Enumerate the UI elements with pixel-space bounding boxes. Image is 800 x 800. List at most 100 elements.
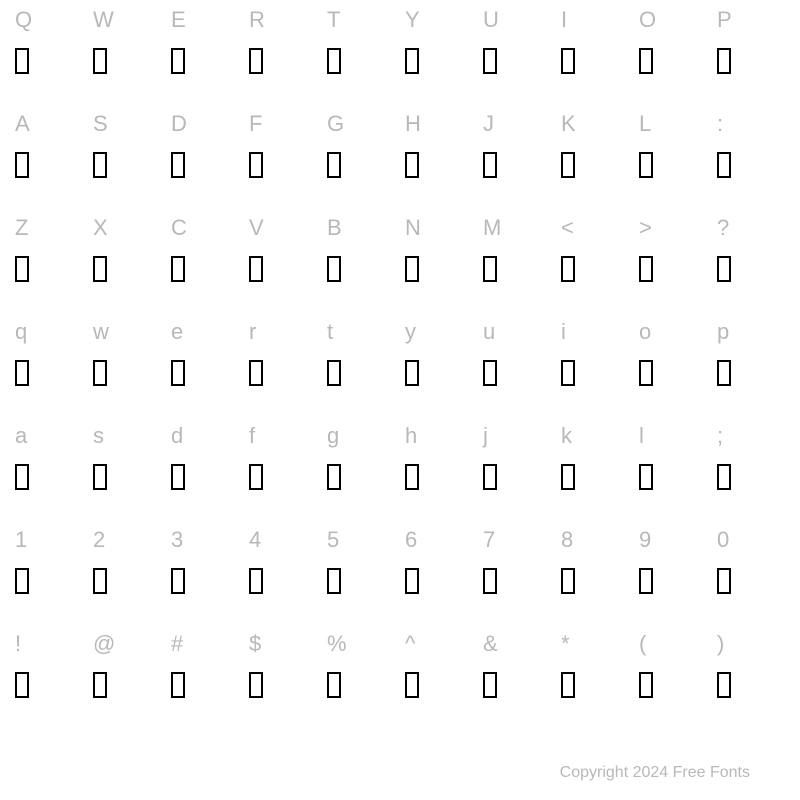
glyph-label: H: [405, 104, 421, 144]
glyph-cell: d: [166, 416, 244, 520]
glyph-cell: h: [400, 416, 478, 520]
glyph-label: C: [171, 208, 187, 248]
glyph-box: [249, 672, 263, 698]
glyph-label: %: [327, 624, 347, 664]
glyph-box: [93, 360, 107, 386]
glyph-cell: U: [478, 0, 556, 104]
glyph-box: [93, 568, 107, 594]
glyph-label: &: [483, 624, 498, 664]
glyph-box: [561, 256, 575, 282]
glyph-label: Y: [405, 0, 420, 40]
glyph-box: [717, 256, 731, 282]
glyph-label: u: [483, 312, 495, 352]
glyph-cell: M: [478, 208, 556, 312]
glyph-label: d: [171, 416, 183, 456]
glyph-label: I: [561, 0, 567, 40]
glyph-box: [483, 568, 497, 594]
glyph-box: [171, 48, 185, 74]
glyph-label: ?: [717, 208, 729, 248]
glyph-label: 9: [639, 520, 651, 560]
glyph-cell: j: [478, 416, 556, 520]
glyph-cell: L: [634, 104, 712, 208]
glyph-label: s: [93, 416, 104, 456]
glyph-label: q: [15, 312, 27, 352]
glyph-cell: *: [556, 624, 634, 728]
glyph-label: :: [717, 104, 723, 144]
glyph-cell: @: [88, 624, 166, 728]
glyph-cell: Y: [400, 0, 478, 104]
glyph-cell: W: [88, 0, 166, 104]
glyph-box: [639, 464, 653, 490]
glyph-box: [717, 568, 731, 594]
glyph-cell: q: [10, 312, 88, 416]
glyph-label: w: [93, 312, 109, 352]
glyph-box: [483, 256, 497, 282]
glyph-cell: i: [556, 312, 634, 416]
glyph-label: 8: [561, 520, 573, 560]
glyph-cell: B: [322, 208, 400, 312]
glyph-box: [717, 152, 731, 178]
glyph-cell: D: [166, 104, 244, 208]
glyph-cell: V: [244, 208, 322, 312]
glyph-label: N: [405, 208, 421, 248]
glyph-box: [15, 152, 29, 178]
copyright-footer: Copyright 2024 Free Fonts: [560, 764, 750, 782]
glyph-box: [15, 48, 29, 74]
glyph-cell: G: [322, 104, 400, 208]
glyph-label: l: [639, 416, 644, 456]
glyph-cell: p: [712, 312, 790, 416]
glyph-cell: %: [322, 624, 400, 728]
glyph-cell: e: [166, 312, 244, 416]
glyph-label: ): [717, 624, 724, 664]
glyph-cell: 0: [712, 520, 790, 624]
glyph-box: [405, 568, 419, 594]
glyph-cell: 1: [10, 520, 88, 624]
glyph-box: [15, 256, 29, 282]
glyph-box: [405, 360, 419, 386]
glyph-cell: ): [712, 624, 790, 728]
glyph-box: [249, 256, 263, 282]
glyph-box: [639, 48, 653, 74]
glyph-cell: F: [244, 104, 322, 208]
glyph-label: f: [249, 416, 255, 456]
glyph-cell: E: [166, 0, 244, 104]
glyph-label: *: [561, 624, 570, 664]
glyph-label: J: [483, 104, 494, 144]
glyph-box: [249, 568, 263, 594]
glyph-cell: I: [556, 0, 634, 104]
glyph-box: [249, 48, 263, 74]
glyph-box: [171, 568, 185, 594]
glyph-box: [405, 48, 419, 74]
glyph-cell: :: [712, 104, 790, 208]
glyph-box: [327, 48, 341, 74]
glyph-label: Z: [15, 208, 28, 248]
glyph-cell: 6: [400, 520, 478, 624]
glyph-box: [171, 672, 185, 698]
glyph-box: [93, 256, 107, 282]
glyph-box: [327, 152, 341, 178]
glyph-label: >: [639, 208, 652, 248]
glyph-cell: S: [88, 104, 166, 208]
glyph-box: [327, 672, 341, 698]
glyph-cell: 9: [634, 520, 712, 624]
glyph-label: 1: [15, 520, 27, 560]
glyph-box: [327, 360, 341, 386]
glyph-box: [561, 360, 575, 386]
glyph-box: [561, 152, 575, 178]
glyph-label: L: [639, 104, 651, 144]
glyph-cell: (: [634, 624, 712, 728]
glyph-cell: l: [634, 416, 712, 520]
glyph-box: [15, 672, 29, 698]
glyph-box: [717, 360, 731, 386]
glyph-label: P: [717, 0, 732, 40]
glyph-box: [15, 568, 29, 594]
glyph-cell: f: [244, 416, 322, 520]
glyph-label: E: [171, 0, 186, 40]
glyph-label: O: [639, 0, 656, 40]
glyph-label: A: [15, 104, 30, 144]
glyph-label: 7: [483, 520, 495, 560]
glyph-cell: A: [10, 104, 88, 208]
glyph-cell: 2: [88, 520, 166, 624]
glyph-box: [639, 256, 653, 282]
glyph-box: [405, 672, 419, 698]
